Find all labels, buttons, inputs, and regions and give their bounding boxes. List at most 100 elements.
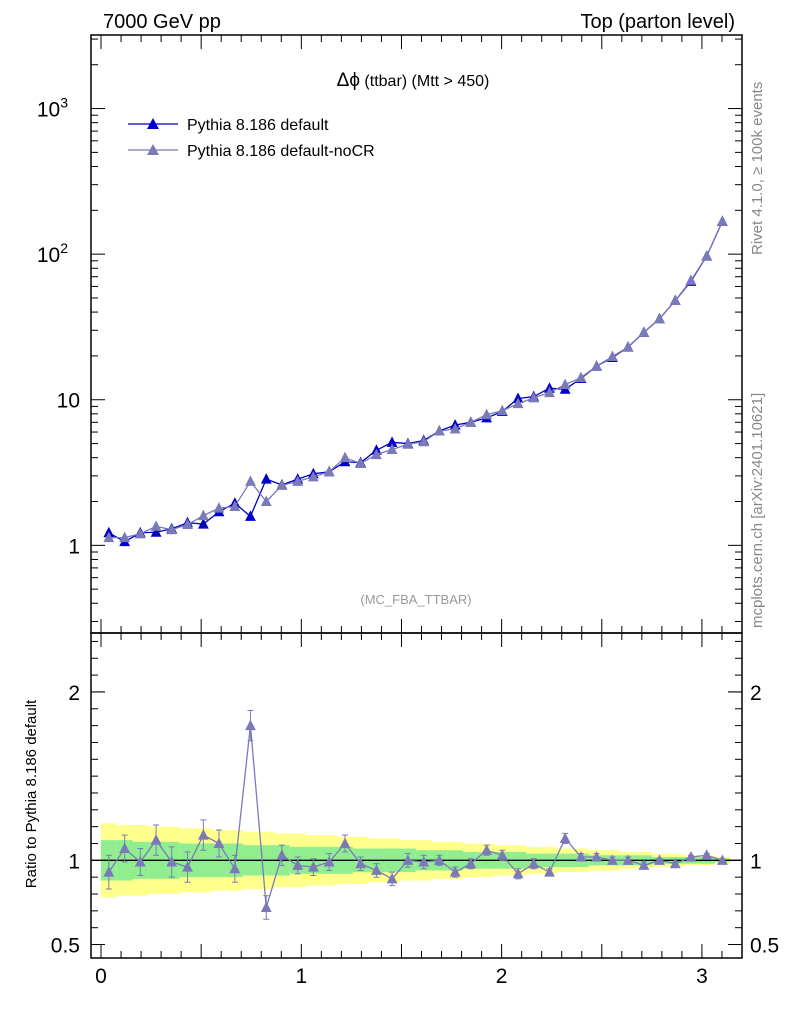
data-point: [449, 422, 461, 434]
main-ytick-label: 10: [57, 390, 80, 413]
header-right: Top (parton level): [580, 11, 735, 33]
ratio-ytick-label: 0.5: [51, 935, 80, 958]
ratio-ytick-label-right: 0.5: [750, 935, 779, 958]
data-point: [575, 371, 587, 383]
series-line: [108, 221, 723, 543]
data-point: [716, 215, 728, 226]
data-point: [276, 479, 288, 490]
ratio-point: [339, 837, 351, 848]
ratio-ytick-label: 1: [68, 850, 80, 873]
data-point: [213, 502, 225, 513]
ratio-panel: 0.5 0.5 1 1 2 2 0 1 2 3 Ratio to Pythia 8.186 def…: [23, 632, 779, 988]
ratio-point: [654, 854, 665, 865]
ratio-point: [402, 854, 414, 865]
ratio-point: [669, 857, 681, 869]
ratio-point: [591, 850, 602, 862]
ratio-point: [496, 849, 508, 860]
ratio-point: [229, 862, 241, 874]
data-point: [701, 250, 713, 261]
ratio-point: [701, 849, 713, 860]
data-point: [119, 531, 131, 543]
data-point: [386, 436, 398, 447]
data-point: [103, 531, 115, 543]
ratio-point: [103, 866, 115, 877]
rivet-label: Rivet 4.1.0, ≥ 100k events: [749, 82, 766, 255]
ratio-point: [213, 837, 225, 848]
data-point: [544, 386, 555, 398]
data-point: [418, 435, 430, 447]
ratio-point: [685, 850, 697, 862]
data-point: [481, 408, 493, 420]
legend-marker-nocr: [147, 144, 159, 155]
data-point: [150, 520, 162, 531]
data-point: [433, 424, 445, 436]
ratio-point: [544, 866, 555, 877]
ratio-point: [433, 854, 445, 865]
data-point: [355, 457, 367, 468]
data-point: [134, 527, 146, 539]
legend-item-default: Pythia 8.186 default: [128, 117, 329, 134]
main-title: Δϕ (ttbar) (Mtt > 450): [337, 70, 490, 91]
series-default: [103, 215, 728, 547]
ratio-point: [449, 866, 461, 877]
ratio-point: [182, 861, 193, 872]
ratio-point: [292, 859, 304, 870]
main-ytick-label: 1: [68, 535, 80, 558]
data-point: [150, 526, 162, 537]
data-point: [371, 448, 382, 460]
data-point: [528, 391, 540, 403]
analysis-annotation: (MC_FBA_TTBAR): [360, 592, 471, 607]
data-point: [559, 378, 571, 390]
ratio-point: [323, 856, 335, 867]
data-point: [622, 341, 634, 352]
ratio-frame: [90, 632, 743, 959]
data-point: [260, 495, 272, 507]
data-point: [654, 312, 665, 324]
data-point: [607, 350, 618, 362]
data-point: [591, 360, 602, 371]
ratio-point: [276, 849, 288, 860]
main-ytick-label: 102: [37, 240, 68, 267]
legend: Pythia 8.186 default Pythia 8.186 defaul…: [128, 117, 375, 160]
ratio-point: [150, 834, 162, 845]
ratio-point: [512, 867, 524, 879]
ratio-point: [119, 842, 131, 854]
series-line: [108, 221, 723, 539]
ratio-point: [607, 854, 618, 865]
data-point: [245, 475, 256, 486]
xtick-label: 3: [696, 965, 708, 988]
ratio-point: [307, 861, 319, 872]
data-point: [182, 518, 193, 530]
ratio-point: [575, 850, 587, 862]
ratio-point: [260, 901, 272, 912]
ratio-point: [716, 854, 728, 865]
ratio-point: [638, 859, 650, 870]
main-panel: 1 10 102 103 Δϕ (ttbar) (Mtt > 450) (MC_FBA…: [37, 34, 743, 634]
ratio-point: [481, 844, 493, 855]
data-point: [307, 470, 319, 482]
xtick-label: 2: [496, 965, 508, 988]
data-point: [197, 509, 209, 521]
ratio-point: [355, 857, 367, 869]
ratio-point: [166, 856, 178, 867]
series-nocr: [103, 215, 728, 543]
legend-label-nocr: Pythia 8.186 default-noCR: [187, 143, 375, 160]
main-ytick-label: 103: [37, 95, 68, 122]
ratio-point: [134, 856, 146, 867]
data-point: [669, 294, 681, 306]
legend-label-default: Pythia 8.186 default: [187, 117, 329, 134]
ratio-point: [559, 832, 571, 843]
ratio-ytick-label: 2: [68, 682, 80, 705]
main-title-symbol: Δϕ: [337, 70, 360, 91]
ratio-point: [197, 829, 209, 840]
ratio-point: [622, 854, 634, 865]
ratio-point: [245, 719, 256, 731]
data-point: [512, 397, 524, 409]
data-point: [166, 523, 178, 535]
legend-item-nocr: Pythia 8.186 default-noCR: [128, 143, 375, 160]
ratio-point: [386, 872, 398, 884]
ratio-ytick-label-right: 2: [750, 682, 762, 705]
data-point: [197, 518, 209, 529]
data-point: [685, 274, 697, 285]
data-point: [402, 438, 414, 449]
